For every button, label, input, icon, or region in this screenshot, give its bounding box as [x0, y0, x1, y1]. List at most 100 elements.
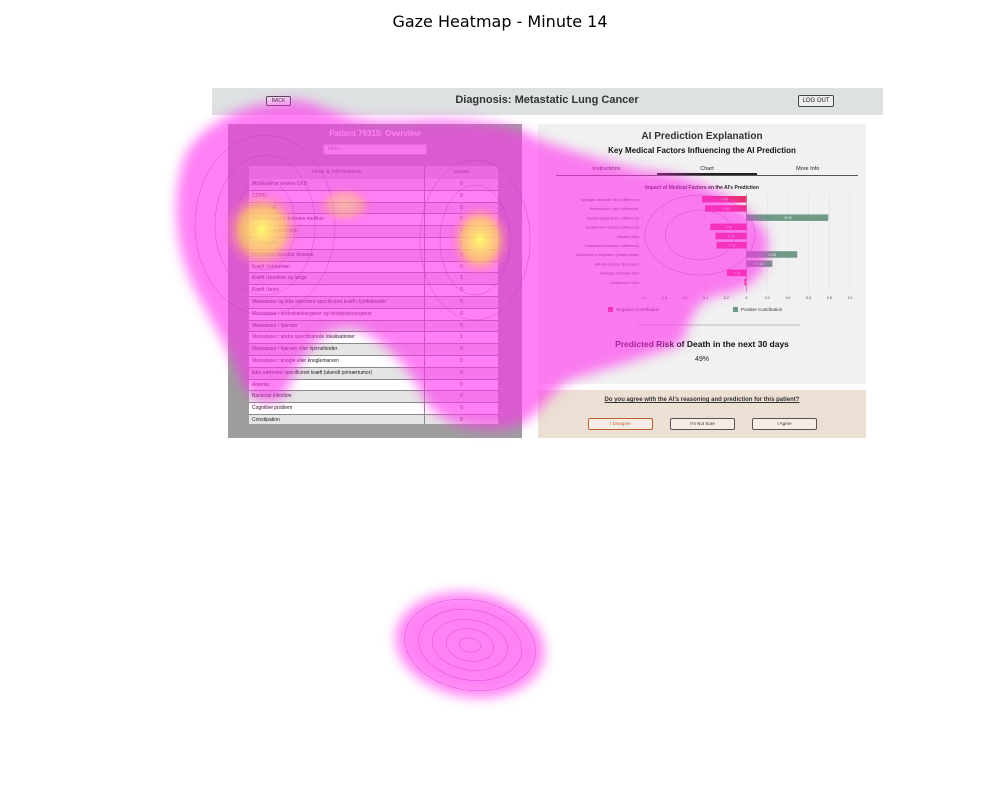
row-label: Moderate or severe CKD — [249, 179, 425, 190]
data-label: -0.02 — [742, 281, 749, 285]
x-tick-label: -1.0 — [640, 296, 646, 300]
x-tick-label: -0.8 — [661, 296, 667, 300]
row-label: Metastaser og ikke nærmere specificeret … — [249, 296, 425, 308]
row-value: 0 — [460, 216, 463, 223]
heat-blob-lower — [395, 592, 545, 698]
top-bar: BACK Diagnosis: Metastatic Lung Cancer L… — [212, 88, 883, 115]
table-row: COPD 0 — [249, 190, 498, 203]
agreement-panel: Do you agree with the AI's reasoning and… — [538, 390, 866, 438]
row-value: 0 — [460, 298, 463, 305]
x-tick-label: 0 — [746, 296, 748, 300]
data-label: +0.25 — [755, 262, 763, 266]
table-row: Moderate or severe CKD 0 — [249, 179, 498, 191]
x-tick-label: -0.2 — [723, 296, 729, 300]
ai-title: AI Prediction Explanation — [641, 131, 763, 142]
tab-instructions[interactable]: Instructions — [592, 166, 621, 172]
row-label: Metastaser i hjernen — [249, 320, 425, 332]
data-label: -0.30 — [727, 235, 734, 239]
row-value: 0 — [460, 181, 463, 187]
table-row: Metastaser i andre specificerede lokalis… — [249, 332, 498, 345]
table-row: Kræft i bryst 0 — [249, 285, 498, 297]
ai-explanation-panel: AI Prediction Explanation Key Medical Fa… — [538, 124, 866, 384]
app-screenshot: BACK Diagnosis: Metastatic Lung Cancer L… — [212, 88, 883, 440]
row-value: 0 — [460, 357, 463, 364]
row-label: Metastaser i hjernen eller hjernehinder — [249, 344, 425, 355]
data-label: -0.35 — [725, 225, 732, 229]
table-row: Myocardial infarction 0 — [249, 226, 498, 238]
row-label: Metastaser i andre specificerede lokalis… — [249, 332, 425, 344]
row-value: 1 — [460, 334, 463, 341]
row-value: 0 — [460, 239, 463, 246]
disagree-button[interactable]: I Disagree — [588, 418, 653, 430]
y-tick-label: Creatininium i plasma; (difference) — [586, 226, 639, 230]
tab-chart[interactable]: Chart — [656, 164, 758, 175]
row-label: Anemia — [249, 379, 425, 391]
table-header: Vitals & Informations Values — [249, 166, 498, 179]
row-label: Constipation — [249, 414, 425, 424]
data-label: -0.40 — [722, 207, 729, 211]
row-label: Uncomplicated diabetes mellitus — [249, 214, 425, 226]
table-row: Bacterial infection 0 — [249, 391, 498, 404]
tab-bar: Instructions Chart More Info — [556, 164, 858, 176]
table-row: Peripheral vascular disease 0 — [249, 249, 498, 262]
table-row: CVA or TIA 0 — [249, 202, 498, 215]
row-label: Kræft i bryst — [249, 285, 425, 296]
data-label: -0.19 — [733, 271, 740, 275]
chart-title: Impact of Medical Factors on the AI's Pr… — [645, 185, 759, 191]
table-row: Metastaser i åndedrætsorganer og fordøje… — [249, 308, 498, 321]
filter-input[interactable]: Filter... — [323, 144, 427, 155]
row-value: 0 — [460, 287, 463, 294]
x-tick-label: 1.0 — [848, 296, 853, 300]
y-tick-label: Calcium-i blod — [617, 235, 639, 239]
y-tick-label: Creatininium i blod — [610, 281, 639, 285]
row-value: 0 — [460, 393, 463, 400]
table-row: Ikke nærmere specificeret kræft (ukendt … — [249, 367, 498, 380]
table-row: Kræft i bronkier og lunge 1 — [249, 273, 498, 286]
table-row: Hemiplegia 0 — [249, 237, 498, 250]
not-sure-button[interactable]: I'm Not Sure — [670, 418, 735, 430]
patient-title: Patient 79315: Overview — [329, 129, 421, 138]
row-label: COPD — [249, 190, 425, 202]
legend-swatch-negative — [608, 307, 613, 312]
row-label: Metastaser i knogle eller knoglemarven — [249, 355, 425, 367]
row-value: 0 — [460, 322, 463, 329]
ai-subtitle: Key Medical Factors Influencing the AI P… — [608, 146, 796, 155]
risk-value: 49% — [694, 356, 709, 363]
back-button[interactable]: BACK — [266, 96, 291, 106]
table-row: Uncomplicated diabetes mellitus 0 — [249, 214, 498, 227]
table-row: Cognitive problem 0 — [249, 403, 498, 415]
row-value: 0 — [460, 251, 463, 258]
row-value: 0 — [460, 263, 463, 270]
row-value: 0 — [460, 310, 463, 317]
column-header-values[interactable]: Values — [453, 169, 470, 175]
row-label: Hemiplegia — [249, 237, 425, 249]
data-label: -0.43 — [721, 198, 728, 202]
row-label: Peripheral vascular disease — [249, 249, 425, 261]
patient-table: Vitals & Informations Values Moderate or… — [249, 166, 498, 424]
figure-title: Gaze Heatmap - Minute 14 — [392, 12, 608, 31]
logout-button[interactable]: LOG OUT — [798, 95, 834, 107]
data-label: +0.49 — [768, 253, 776, 257]
bar — [746, 214, 829, 221]
y-tick-label: Leukocytes in blodprøve; (Vædtet mean) — [576, 253, 639, 257]
table-row: Anemia 0 — [249, 379, 498, 392]
tab-more-info[interactable]: More Info — [796, 166, 820, 172]
patient-overview-panel: Patient 79315: Overview Filter... Vitals… — [228, 124, 522, 438]
y-tick-label: Haemoglobin i blod; (difference) — [589, 207, 639, 211]
table-row: Kræft i tyktarmen 0 — [249, 261, 498, 274]
column-header-vitals[interactable]: Vitals & Informations — [249, 166, 425, 179]
row-label: Ikke nærmere specificeret kræft (ukendt … — [249, 367, 425, 379]
row-value: 0 — [460, 228, 463, 235]
row-label: Kræft i bronkier og lunge — [249, 273, 425, 285]
row-value: 0 — [460, 381, 463, 388]
agree-button[interactable]: I Agree — [752, 418, 817, 430]
row-label: CVA or TIA — [249, 202, 425, 214]
legend-label-negative: Negative Contribution — [616, 307, 660, 312]
data-label: -0.29 — [728, 244, 735, 248]
x-tick-label: 0.6 — [806, 296, 811, 300]
y-tick-label: Kreatininkoncentration; (difference) — [585, 244, 639, 248]
row-label: Metastaser i åndedrætsorganer og fordøje… — [249, 308, 425, 320]
legend-label-positive: Positive Contribution — [741, 307, 783, 312]
row-value: 0 — [460, 204, 463, 211]
row-value: 0 — [460, 405, 463, 412]
